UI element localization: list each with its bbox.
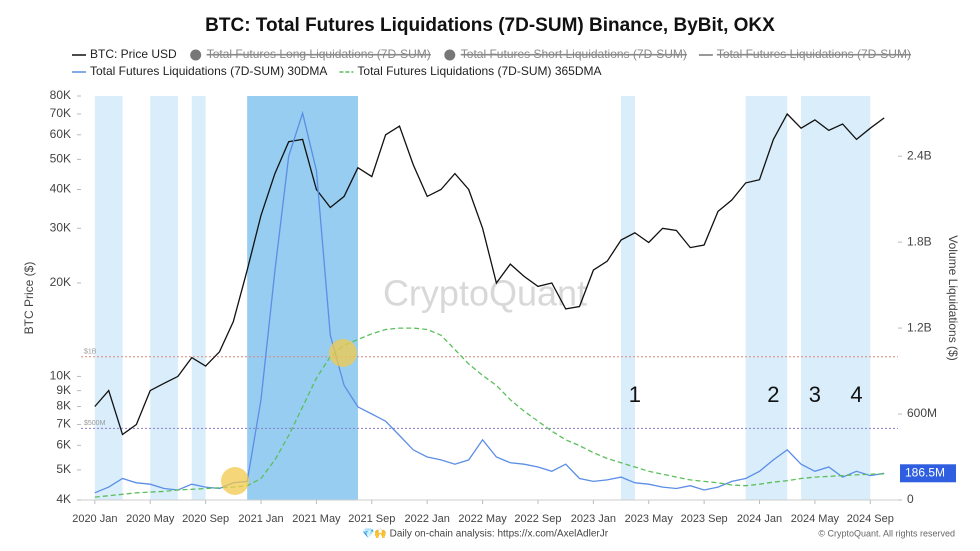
y-tick-label: 20K	[50, 275, 71, 289]
legend-label: Total Futures Short Liquidations (7D-SUM…	[461, 47, 687, 61]
x-tick-label: 2021 Jan	[238, 513, 283, 525]
x-tick-label: 2022 May	[458, 513, 507, 525]
x-tick-label: 2023 Jan	[571, 513, 616, 525]
legend-label: Total Futures Liquidations (7D-SUM) 30DM…	[90, 64, 327, 78]
footer-copyright: © CryptoQuant. All rights reserved	[818, 528, 955, 538]
grid-layer: $1B $500M	[77, 95, 902, 504]
watermark: CryptoQuant	[383, 273, 587, 314]
reference-label: $1B	[84, 349, 97, 356]
highlight-layer	[94, 96, 871, 500]
x-tick-label: 2020 Jan	[72, 513, 117, 525]
y-tick-label: 40K	[50, 182, 71, 196]
y-tick-label: 10K	[50, 369, 71, 383]
y-tick-label: 5K	[56, 462, 71, 476]
x-tick-label: 2023 Sep	[681, 513, 728, 525]
x-tick-label: 2024 Sep	[847, 513, 894, 525]
x-tick-label: 2022 Sep	[514, 513, 561, 525]
annotation: 4	[850, 382, 862, 407]
y-tick-label: 6K	[56, 437, 71, 451]
y-tick-label: 50K	[50, 152, 71, 166]
y-tick-label: 60K	[50, 127, 71, 141]
legend-marker	[444, 49, 456, 61]
series-line	[94, 112, 885, 436]
value-label-box	[900, 464, 956, 483]
y-tick-label: 7K	[56, 417, 71, 431]
highlight-period	[745, 96, 788, 500]
highlight-period	[842, 96, 871, 500]
x-tick-label: 2022 Jan	[405, 513, 450, 525]
y-tick-label: 70K	[50, 106, 71, 120]
x-tick-label: 2020 May	[126, 513, 175, 525]
y-tick-label: 9K	[56, 383, 71, 397]
x-tick-label: 2021 Sep	[348, 513, 395, 525]
y2-tick-label: 0	[907, 492, 914, 506]
y2-tick-label: 1.2B	[907, 320, 932, 334]
legend-marker	[190, 49, 202, 61]
highlight-circle	[329, 339, 357, 367]
annotation: 3	[809, 382, 821, 407]
highlight-period	[150, 96, 178, 500]
y2-tick-label: 2.4B	[907, 148, 932, 162]
legend-label: BTC: Price USD	[90, 47, 177, 61]
highlight-period	[247, 96, 358, 500]
y-tick-label: 4K	[56, 492, 71, 506]
x-tick-label: 2023 May	[625, 513, 674, 525]
y-tick-label: 80K	[50, 88, 71, 102]
y-tick-label: 30K	[50, 220, 71, 234]
chart-title: BTC: Total Futures Liquidations (7D-SUM)…	[205, 15, 775, 36]
y2-tick-label: 1.8B	[907, 234, 932, 248]
value-label: 186.5M	[905, 465, 945, 479]
legend-label: Total Futures Long Liquidations (7D-SUM)	[207, 47, 431, 61]
y-axis-title: BTC Price ($)	[22, 262, 36, 335]
annotation: 2	[767, 382, 779, 407]
y-tick-label: 8K	[56, 399, 71, 413]
highlight-period	[94, 96, 123, 500]
y2-tick-label: 600M	[907, 406, 937, 420]
x-tick-label: 2021 May	[292, 513, 341, 525]
legend-label: Total Futures Liquidations (7D-SUM) 365D…	[357, 64, 601, 78]
highlight-period	[801, 96, 843, 500]
highlight-period	[191, 96, 206, 500]
reference-label: $500M	[84, 420, 106, 427]
footer-link: 💎🙌 Daily on-chain analysis: https://x.co…	[362, 528, 609, 540]
y2-axis-title: Volume Liquidations ($)	[946, 235, 960, 360]
legend-label: Total Futures Liquidations (7D-SUM)	[717, 47, 911, 61]
annotation: 1	[629, 382, 641, 407]
x-tick-label: 2024 Jan	[737, 513, 782, 525]
highlight-period	[621, 96, 635, 500]
x-tick-label: 2020 Sep	[182, 513, 229, 525]
highlight-circle	[221, 467, 249, 495]
x-tick-label: 2024 May	[791, 513, 840, 525]
